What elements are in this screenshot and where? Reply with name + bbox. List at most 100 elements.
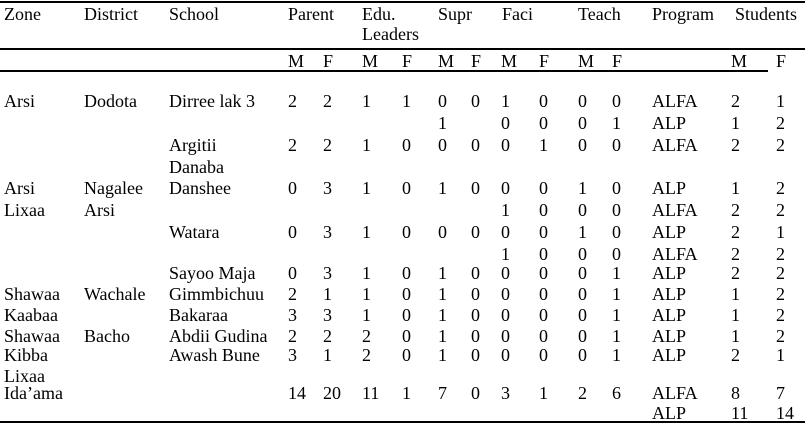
cell-school: Argitii: [169, 135, 217, 155]
cell-students-m: 2: [731, 200, 740, 220]
cell-district: Dodota: [84, 91, 137, 111]
cell-zone: Shawaa: [4, 284, 60, 304]
cell-supr-m: 1: [438, 178, 447, 198]
cell-supr-m: 0: [438, 135, 447, 155]
cell-program: ALP: [652, 403, 687, 423]
cell-edu-m: 1: [362, 222, 371, 242]
table-row: Kibba Awash Bune 3 1 2 0 1 0 0 0 0 1 ALP 2 1: [0, 345, 805, 366]
cell-edu-f: 1: [402, 383, 411, 403]
cell-students-f: 1: [776, 91, 785, 111]
table-row: 1 0 0 0 1 ALP 1 2: [0, 113, 805, 134]
cell-parent-m: 2: [288, 326, 297, 346]
cell-zone: Arsi: [4, 91, 35, 111]
cell-teach-f: 6: [612, 383, 621, 403]
cell-zone: Lixaa: [4, 366, 45, 386]
cell-teach-f: 1: [612, 284, 621, 304]
cell-parent-m: 14: [288, 383, 306, 403]
cell-school: Awash Bune: [169, 345, 260, 365]
cell-teach-f: 0: [612, 178, 621, 198]
cell-students-f: 2: [776, 263, 785, 283]
table-row: Lixaa: [0, 366, 805, 387]
cell-supr-f: 0: [471, 383, 480, 403]
cell-supr-m: 1: [438, 263, 447, 283]
cell-supr-m: 1: [438, 326, 447, 346]
cell-program: ALP: [652, 222, 687, 242]
cell-students-f: 2: [776, 244, 785, 264]
cell-supr-m: 1: [438, 305, 447, 325]
subheader-female-label: F: [776, 51, 787, 71]
cell-zone: Ida’ama: [4, 383, 63, 403]
cell-teach-m: 1: [578, 178, 587, 198]
table-rule-top: [0, 1, 805, 3]
subheader-male-label: M: [362, 51, 379, 71]
cell-program: ALP: [652, 263, 687, 283]
cell-faci-f: 0: [539, 91, 548, 111]
cell-faci-m: 1: [501, 200, 510, 220]
cell-edu-f: 1: [402, 91, 411, 111]
cell-district: Wachale: [84, 284, 146, 304]
cell-parent-m: 0: [288, 178, 297, 198]
cell-program: ALP: [652, 305, 687, 325]
cell-teach-m: 0: [578, 326, 587, 346]
cell-program: ALP: [652, 345, 687, 365]
cell-zone: Shawaa: [4, 326, 60, 346]
cell-faci-f: 0: [539, 222, 548, 242]
cell-program: ALP: [652, 326, 687, 346]
cell-supr-f: 0: [471, 263, 480, 283]
cell-parent-f: 3: [323, 222, 332, 242]
column-header-parent: Parent: [288, 4, 334, 24]
cell-students-m: 8: [731, 383, 740, 403]
column-header-teach: Teach: [578, 4, 621, 24]
cell-faci-f: 0: [539, 113, 548, 133]
cell-school: Bakaraa: [169, 305, 228, 325]
cell-students-m: 1: [731, 284, 740, 304]
cell-students-f: 1: [776, 345, 785, 365]
cell-teach-f: 0: [612, 135, 621, 155]
cell-students-f: 2: [776, 305, 785, 325]
cell-faci-m: 0: [501, 305, 510, 325]
cell-students-f: 2: [776, 113, 785, 133]
cell-teach-m: 0: [578, 345, 587, 365]
table-row: ALP 11 14: [0, 403, 805, 424]
cell-supr-f: 0: [471, 284, 480, 304]
cell-edu-f: 0: [402, 222, 411, 242]
cell-students-f: 1: [776, 222, 785, 242]
subheader-female-label: F: [323, 51, 334, 71]
cell-school: Abdii Gudina: [169, 326, 268, 346]
cell-supr-f: 0: [471, 91, 480, 111]
cell-edu-m: 1: [362, 135, 371, 155]
cell-supr-f: 0: [471, 345, 480, 365]
cell-parent-m: 2: [288, 284, 297, 304]
cell-teach-f: 0: [612, 244, 621, 264]
cell-school: Dirree lak 3: [169, 91, 255, 111]
table-row: Watara 0 3 1 0 0 0 0 0 1 0 ALP 2 1: [0, 222, 805, 243]
cell-students-f: 2: [776, 200, 785, 220]
column-header-supr: Supr: [438, 4, 473, 24]
cell-zone: Arsi: [4, 178, 35, 198]
cell-supr-m: 0: [438, 222, 447, 242]
cell-school: Sayoo Maja: [169, 263, 256, 283]
cell-parent-m: 0: [288, 263, 297, 283]
cell-teach-m: 0: [578, 200, 587, 220]
cell-edu-m: 1: [362, 284, 371, 304]
cell-faci-f: 0: [539, 263, 548, 283]
table-row: Arsi Nagalee Danshee 0 3 1 0 1 0 0 0 1 0 ALP 1 2: [0, 178, 805, 199]
cell-edu-f: 0: [402, 326, 411, 346]
subheader-female-label: F: [402, 51, 413, 71]
subheader-male-label: M: [288, 51, 305, 71]
cell-faci-m: 3: [501, 383, 510, 403]
cell-students-m: 2: [731, 91, 740, 111]
cell-supr-f: 0: [471, 305, 480, 325]
cell-parent-m: 3: [288, 345, 297, 365]
cell-edu-f: 0: [402, 263, 411, 283]
table-row: Argitii 2 2 1 0 0 0 0 1 0 0 ALFA 2 2: [0, 135, 805, 156]
cell-teach-m: 0: [578, 284, 587, 304]
cell-program: ALFA: [652, 383, 698, 403]
cell-parent-f: 3: [323, 178, 332, 198]
cell-edu-f: 0: [402, 135, 411, 155]
cell-faci-m: 0: [501, 345, 510, 365]
cell-parent-f: 3: [323, 263, 332, 283]
cell-teach-f: 1: [612, 345, 621, 365]
cell-edu-m: 1: [362, 305, 371, 325]
